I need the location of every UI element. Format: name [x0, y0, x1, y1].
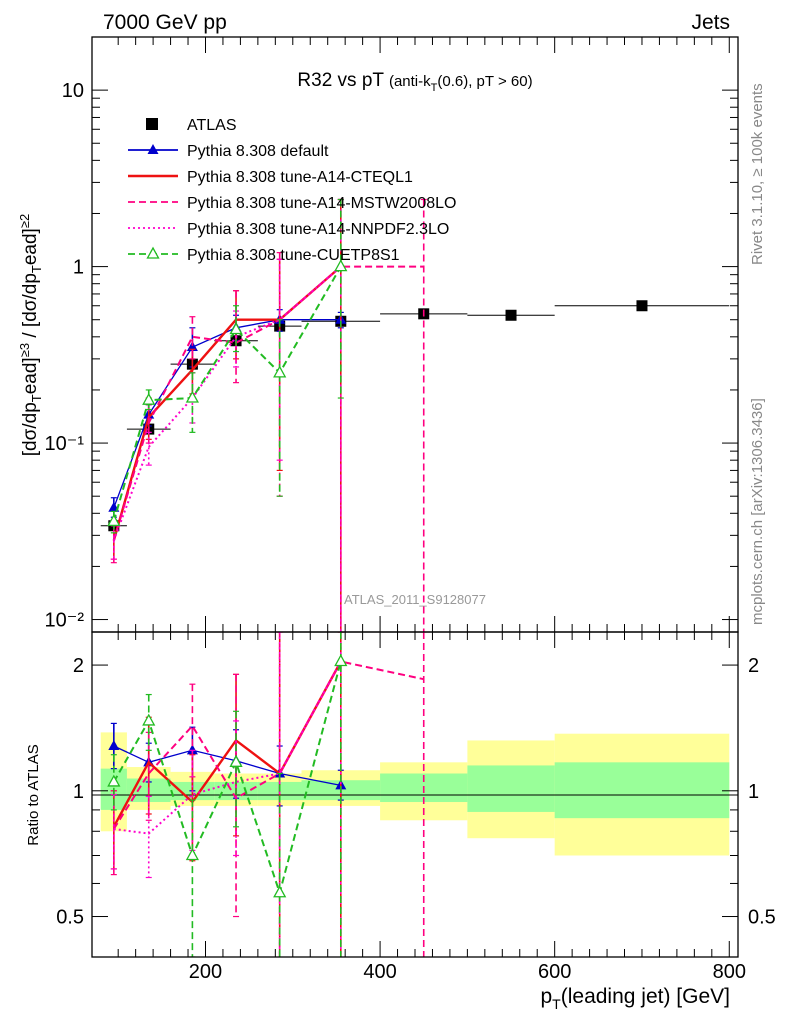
ratio-y-tick-label: 0.5: [56, 907, 84, 929]
point-open-triangle: [107, 774, 121, 787]
energy-label: 7000 GeV pp: [103, 11, 227, 34]
series-line: [113, 319, 341, 509]
point-open-triangle: [273, 365, 287, 378]
ratio-y-tick-label-right: 2: [748, 655, 759, 677]
ratio-y-tick-label: 1: [73, 781, 84, 803]
point-open-triangle: [273, 885, 287, 898]
point-open-triangle: [185, 390, 199, 403]
legend: ATLAS Pythia 8.308 default Pythia 8.308 tu…: [128, 117, 456, 264]
point-open-triangle: [334, 654, 348, 667]
main-y-tick-label: 1: [73, 257, 84, 279]
main-y-axis-label: [dσ/dpTead]≥3 / [dσ/dpTead]≥2: [17, 214, 44, 456]
main-y-tick-label: 10: [62, 80, 84, 102]
x-tick-label: 600: [538, 961, 571, 983]
series-line: [112, 265, 424, 541]
point-open-triangle: [142, 392, 156, 405]
ratio-y-axis-label: Ratio to ATLAS: [25, 744, 42, 845]
analysis-watermark: ATLAS_2011_S9128077: [344, 592, 486, 607]
series-line: [112, 660, 424, 830]
point-open-triangle: [185, 848, 199, 861]
main-series-layer: [100, 198, 730, 632]
series-line: [113, 661, 342, 835]
legend-label: Pythia 8.308 tune-CUETP8S1: [187, 247, 400, 264]
x-tick-label: 800: [713, 961, 746, 983]
point-triangle: [186, 744, 198, 755]
point-open-triangle: [334, 259, 348, 272]
point-triangle: [108, 740, 120, 751]
point-open-triangle: [229, 754, 243, 767]
point-open-triangle: [229, 322, 243, 335]
legend-label: Pythia 8.308 default: [187, 143, 329, 160]
legend-marker: [146, 118, 158, 130]
rivet-version-label: Rivet 3.1.10, ≥ 100k events: [749, 83, 766, 265]
process-label: Jets: [691, 11, 730, 34]
ratio-series-layer: [107, 632, 427, 957]
data-point-square: [505, 309, 517, 321]
ratio-y-tick-label-right: 0.5: [748, 907, 776, 929]
series-line: [113, 745, 341, 787]
point-open-triangle: [107, 514, 121, 527]
series-line: [112, 265, 342, 541]
series-line: [112, 661, 342, 897]
data-point-square: [636, 300, 648, 312]
legend-label: Pythia 8.308 tune-A14-CTEQL1: [187, 169, 413, 186]
legend-label: ATLAS: [187, 117, 237, 134]
inner-band-segment: [467, 765, 555, 812]
point-open-triangle: [142, 713, 156, 726]
series-line: [112, 266, 342, 522]
ratio-axis-ticks: 0.5 0.5 1 1 2 2 200 400 600 800: [56, 632, 776, 983]
legend-label: Pythia 8.308 tune-A14-NNPDF2.3LO: [187, 221, 449, 238]
x-tick-label: 200: [189, 961, 222, 983]
chart-title: R32 vs pT (anti-kT(0.6), pT > 60): [297, 70, 532, 94]
ratio-y-tick-label-right: 1: [748, 781, 759, 803]
inner-band-segment: [554, 762, 730, 819]
mcplots-reference-label: mcplots.cern.ch [arXiv:1306.3436]: [749, 398, 766, 625]
main-y-tick-label: 10⁻²: [45, 610, 85, 632]
main-y-tick-label: 10⁻¹: [45, 433, 85, 455]
point-open-triangle: [146, 246, 160, 259]
x-axis-label: pT(leading jet) [GeV]: [540, 985, 730, 1012]
ratio-y-tick-label: 2: [73, 655, 84, 677]
legend-label: Pythia 8.308 tune-A14-MSTW2008LO: [187, 195, 456, 212]
ratio-panel-frame: [91, 631, 739, 958]
x-tick-label: 400: [363, 961, 396, 983]
main-axis-ticks: 10⁻² 10⁻¹ 1 10: [45, 36, 738, 632]
point-triangle: [186, 341, 198, 352]
point-triangle: [147, 144, 159, 154]
